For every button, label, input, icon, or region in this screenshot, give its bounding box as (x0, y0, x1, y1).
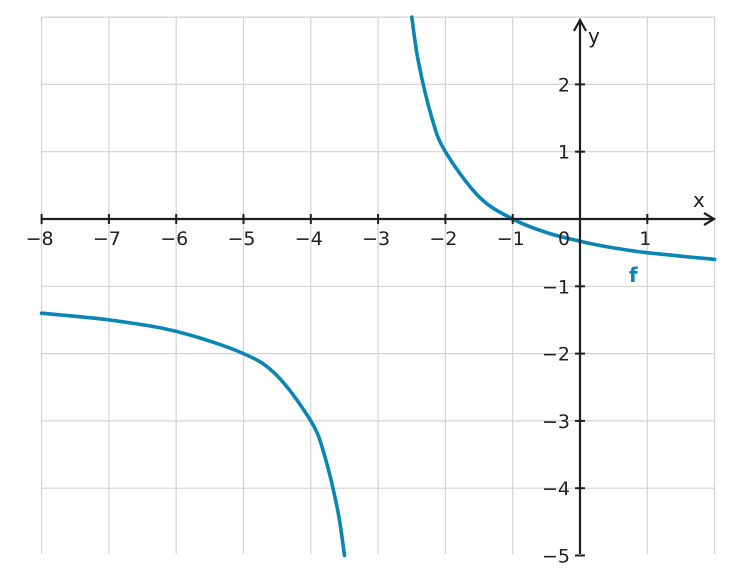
y-axis-label: y (588, 24, 600, 48)
y-axis-arrow (573, 17, 587, 32)
y-tick-label: −4 (542, 478, 570, 500)
x-tick-label: −4 (295, 228, 323, 250)
y-tick-label: 1 (558, 142, 570, 164)
y-tick-label: −5 (542, 546, 570, 568)
y-tick-label: −2 (542, 344, 570, 366)
x-tick-label: −8 (26, 228, 54, 250)
series-label-f: f (629, 263, 638, 287)
x-tick-label: −6 (160, 228, 188, 250)
series-f-branch (39, 311, 347, 558)
y-tick-label: −1 (542, 276, 570, 298)
x-axis-label: x (693, 188, 705, 212)
x-tick-label: −3 (362, 228, 390, 250)
x-tick-label: −5 (227, 228, 255, 250)
x-axis-arrow (703, 212, 717, 226)
x-tick-label: 0 (558, 228, 570, 250)
grid (40, 16, 716, 554)
ticks: −8 −7 −6 −5 −4 −3 −2 −1 0 1 −5 −4 −3 −2 −1 1 2 (26, 74, 652, 567)
x-tick-label: −2 (429, 228, 457, 250)
series-f-branch (410, 15, 717, 262)
x-tick-label: 1 (639, 228, 651, 250)
x-tick-label: −7 (93, 228, 121, 250)
y-tick-label: 2 (558, 74, 570, 96)
y-tick-label: −3 (542, 411, 570, 433)
x-tick-label: −1 (497, 228, 525, 250)
